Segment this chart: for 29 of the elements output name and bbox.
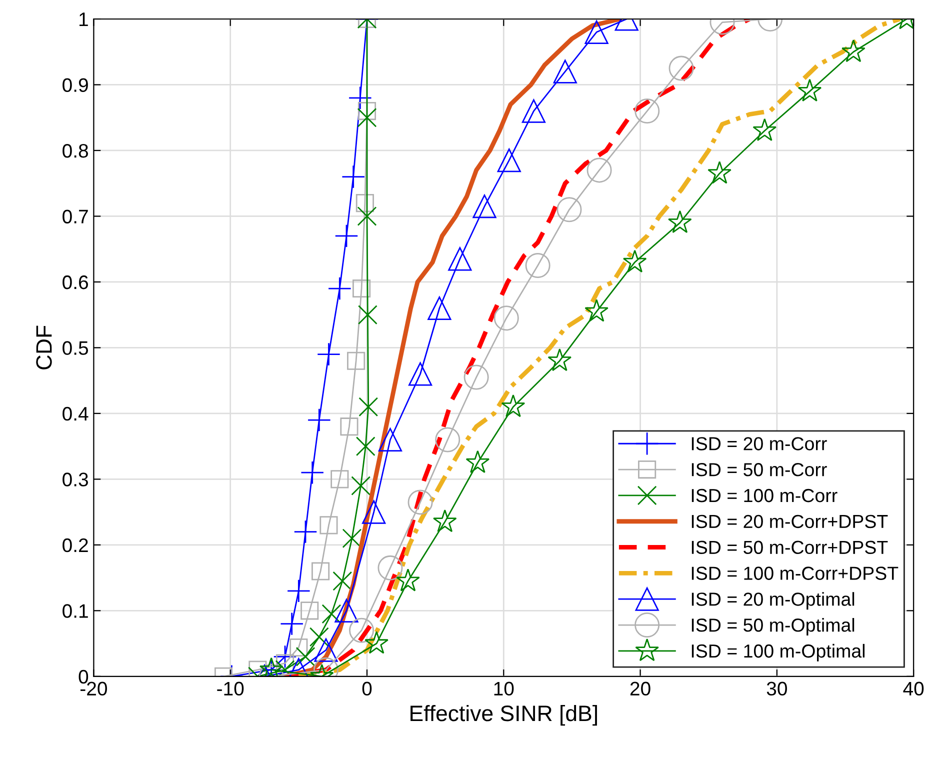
y-tick-label: 0.6 xyxy=(62,275,88,290)
y-tick-label: 0.8 xyxy=(62,144,88,158)
x-tick-label: 30 xyxy=(766,682,787,696)
y-tick-label: 0.5 xyxy=(62,341,88,355)
y-tick-label: 0 xyxy=(78,670,88,684)
x-tick-label: 0 xyxy=(362,682,372,696)
y-tick-label: 1 xyxy=(80,12,88,26)
x-tick-label: 20 xyxy=(630,682,650,696)
legend-label: ISD = 20 m-Corr xyxy=(692,437,827,450)
y-tick-label: 0.3 xyxy=(62,472,88,486)
y-tick-label: 0.1 xyxy=(62,604,88,618)
y-tick-label: 0.7 xyxy=(62,210,88,224)
y-axis-title: CDF xyxy=(36,326,52,370)
legend-label: ISD = 50 m-Corr+DPST xyxy=(692,540,888,554)
legend-label: ISD = 20 m-Optimal xyxy=(692,592,854,610)
legend-label: ISD = 100 m-Optimal xyxy=(692,644,865,662)
legend-label: ISD = 100 m-Corr+DPST xyxy=(692,566,898,580)
x-tick-label: -20 xyxy=(80,682,107,696)
x-tick-label: 40 xyxy=(903,682,924,696)
x-tick-label: 10 xyxy=(494,682,514,696)
legend-label: ISD = 20 m-Corr+DPST xyxy=(692,514,888,528)
y-tick-label: 0.2 xyxy=(62,538,88,552)
legend-label: ISD = 50 m-Optimal xyxy=(692,618,854,636)
y-tick-label: 0.4 xyxy=(62,406,88,421)
x-axis-title: Effective SINR [dB] xyxy=(410,704,597,726)
legend-label: ISD = 100 m-Corr xyxy=(692,488,838,502)
x-tick-label: -10 xyxy=(217,682,244,696)
legend-label: ISD = 50 m-Corr xyxy=(692,463,827,476)
y-tick-label: 0.9 xyxy=(62,78,88,92)
